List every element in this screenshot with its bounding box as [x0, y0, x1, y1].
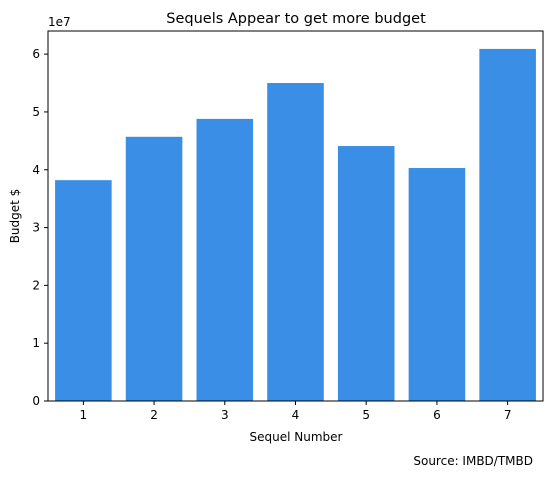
y-tick-label: 6 [32, 47, 40, 61]
y-tick-label: 1 [32, 336, 40, 350]
x-tick-label: 1 [80, 408, 88, 422]
y-tick-label: 5 [32, 105, 40, 119]
bar-1 [55, 180, 112, 401]
x-tick-label: 4 [292, 408, 300, 422]
plot-area-frame [47, 30, 544, 402]
source-caption: Source: IMBD/TMBD [413, 454, 533, 468]
y-tick-label: 4 [32, 163, 40, 177]
y-tick-label: 2 [32, 278, 40, 292]
y-ticks-group: 0 1 2 3 4 5 6 [32, 47, 48, 408]
x-tick-label: 3 [221, 408, 229, 422]
bar-4 [267, 83, 324, 401]
x-ticks-group: 1 2 3 4 5 6 7 [80, 401, 512, 422]
bar-6 [408, 168, 466, 401]
y-tick-label: 0 [32, 394, 40, 408]
x-tick-label: 6 [433, 408, 441, 422]
y-axis-label: Budget $ [8, 189, 22, 244]
bar-3 [196, 118, 254, 401]
bars-group [55, 48, 536, 401]
x-axis-label: Sequel Number [250, 430, 343, 444]
bar-5 [337, 146, 395, 401]
bar-7 [479, 48, 536, 401]
x-tick-label: 5 [362, 408, 370, 422]
x-tick-label: 2 [150, 408, 158, 422]
chart-title: Sequels Appear to get more budget [166, 11, 426, 27]
y-multiplier-label: 1e7 [48, 15, 71, 29]
bar-2 [125, 136, 183, 401]
y-tick-label: 3 [32, 221, 40, 235]
x-tick-label: 7 [504, 408, 512, 422]
